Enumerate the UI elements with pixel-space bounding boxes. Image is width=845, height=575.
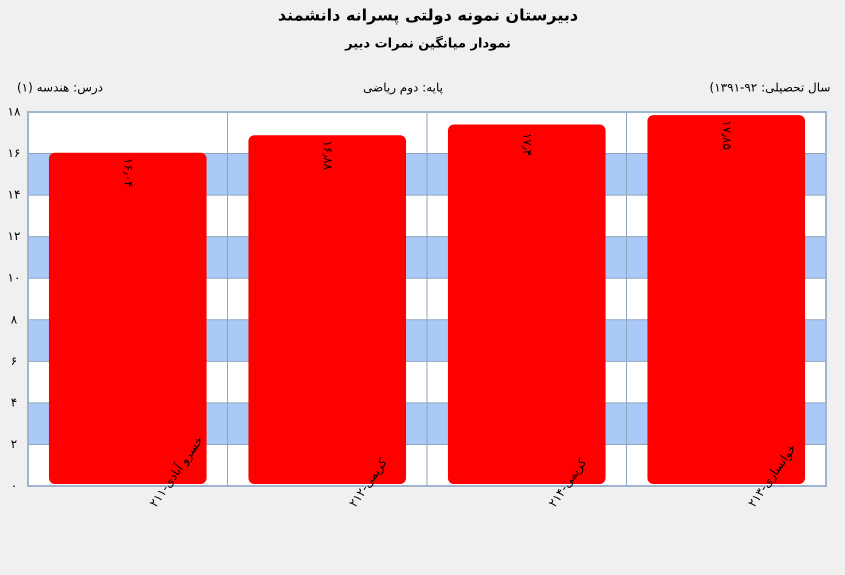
- value-label: ۱۶٫۰۴: [121, 158, 135, 188]
- bar: [48, 152, 207, 485]
- y-tick-label: ۴: [11, 395, 17, 409]
- bar: [447, 124, 606, 484]
- grade-label: پایه: دوم ریاضی: [363, 81, 443, 96]
- y-tick-label: ۸: [11, 312, 18, 326]
- y-tick-label: ۱۰: [8, 271, 21, 285]
- value-label: ۱۶٫۸۸: [321, 140, 335, 170]
- y-tick-label: ۱۸: [8, 105, 21, 119]
- value-label: ۱۷٫۴: [520, 133, 534, 156]
- y-tick-label: ۶: [11, 354, 17, 368]
- year-label: سال تحصیلی: ۹۲-۱۳۹۱): [710, 81, 831, 95]
- bar: [647, 115, 806, 484]
- y-tick-label: ۱۶: [8, 146, 21, 160]
- y-tick-label: ۱۲: [8, 229, 21, 243]
- chart-subtitle: نمودار میانگین نمرات دبیر: [344, 36, 511, 52]
- lesson-label: درس: هندسه (۱): [17, 81, 103, 96]
- y-tick-label: ۰: [11, 479, 17, 493]
- chart-title: دبیرستان نمونه دولتی پسرانه دانشمند: [278, 6, 578, 26]
- bar: [248, 135, 407, 484]
- y-tick-label: ۲: [11, 437, 17, 451]
- value-label: ۱۷٫۸۵: [720, 120, 734, 150]
- plot-border: [27, 111, 827, 487]
- y-tick-label: ۱۴: [8, 188, 21, 202]
